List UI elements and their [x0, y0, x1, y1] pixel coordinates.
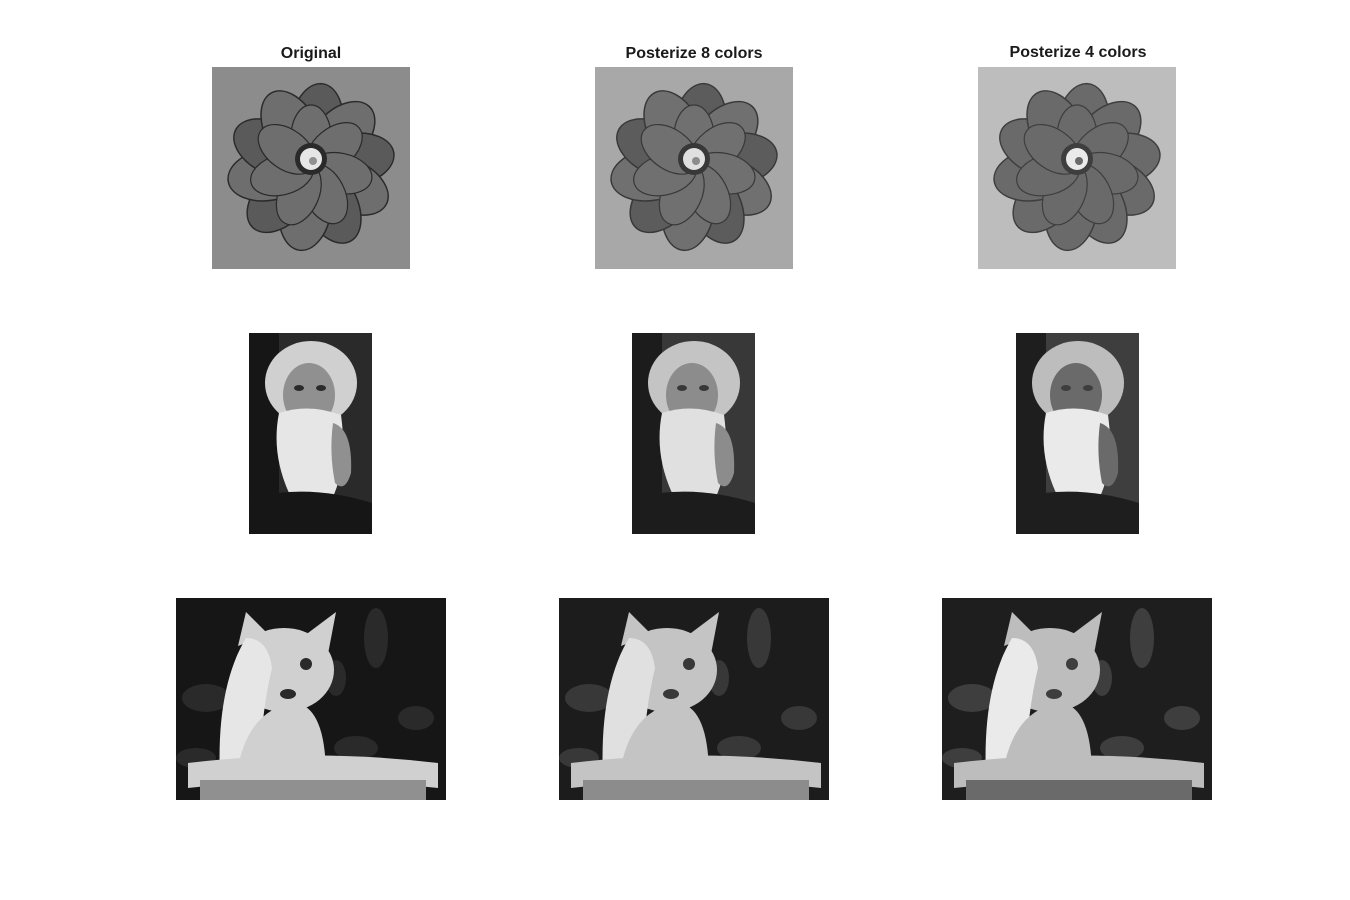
title-posterize-8: Posterize 8 colors [625, 45, 763, 62]
flower-posterize-4-image [978, 67, 1176, 269]
flower-posterize-8-image [595, 67, 793, 269]
kitten-posterize-8-image [559, 598, 829, 800]
flower-original-image [212, 67, 410, 269]
kitten-original-image [176, 598, 446, 800]
portrait-posterize-8-image [632, 333, 755, 534]
title-posterize-4: Posterize 4 colors [1009, 44, 1147, 61]
kitten-posterize-4-image [942, 598, 1212, 800]
portrait-posterize-4-image [1016, 333, 1139, 534]
title-original: Original [280, 45, 342, 62]
portrait-original-image [249, 333, 372, 534]
